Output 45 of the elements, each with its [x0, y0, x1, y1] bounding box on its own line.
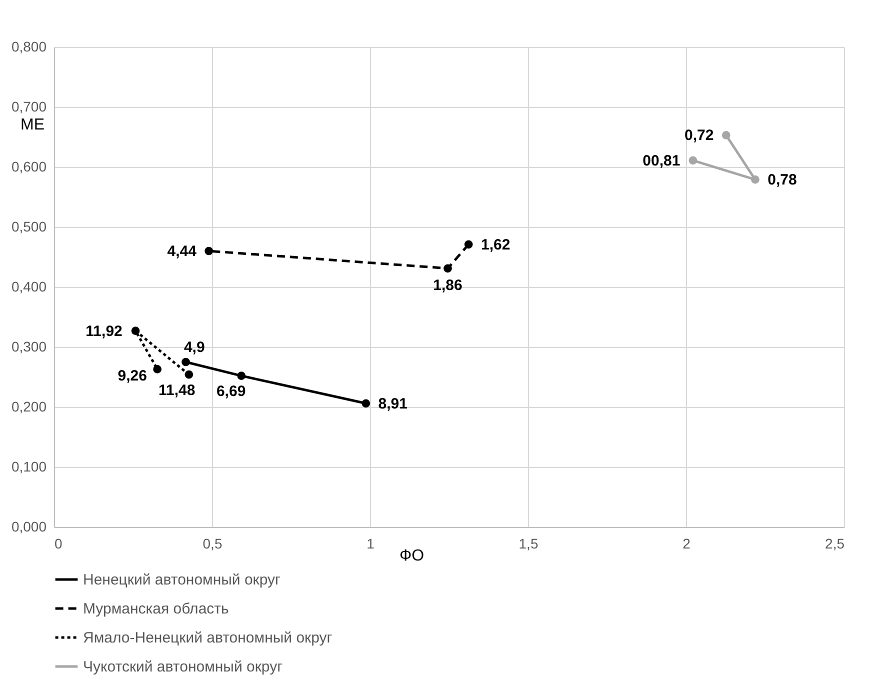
point: [362, 399, 370, 408]
x-tick-label: 0,5: [202, 536, 222, 552]
annotation: 11,48: [158, 382, 196, 399]
annotation: 9,26: [118, 368, 147, 385]
annotation: 0,78: [768, 172, 797, 189]
y-tick-label: 0,100: [11, 458, 47, 474]
x-tick-label: 0: [54, 536, 62, 552]
annotation: 6,69: [216, 383, 246, 400]
point: [237, 372, 246, 380]
annotation: 0,72: [684, 127, 714, 144]
legend-label: Ямало-Ненецкий автономный округ: [83, 630, 333, 646]
y-tick-label: 0,500: [11, 218, 47, 234]
legend-label: Мурманская область: [83, 600, 230, 618]
annotation: 4,9: [184, 338, 205, 356]
y-tick-label: 0,700: [11, 98, 47, 114]
annotation: 00,81: [642, 152, 680, 170]
x-axis-title: ФО: [400, 548, 424, 564]
annotation: 8,91: [378, 395, 408, 412]
point: [182, 358, 190, 366]
point: [688, 156, 698, 165]
point: [204, 246, 214, 256]
point: [722, 131, 730, 140]
legend-label: Чукотский автономный округ: [83, 658, 284, 676]
point: [184, 370, 194, 379]
point: [751, 175, 760, 184]
y-tick-label: 0,200: [11, 398, 47, 414]
point: [464, 240, 473, 249]
legend-label: Ненецкий автономный округ: [83, 572, 282, 588]
annotation: 1,62: [480, 236, 510, 254]
x-tick-label: 1: [366, 536, 375, 552]
y-tick-label: 0,600: [11, 158, 47, 174]
annotation: 4,44: [167, 243, 198, 260]
y-tick-label: 0,800: [11, 38, 47, 54]
x-tick-label: 2,5: [825, 536, 845, 552]
annotation: 11,92: [86, 322, 122, 340]
y-tick-label: 0,300: [11, 338, 47, 354]
point: [153, 365, 162, 374]
y-tick-label: 0,000: [11, 518, 47, 534]
point: [131, 326, 140, 335]
x-tick-label: 1,5: [518, 536, 538, 552]
y-axis-title: МЕ: [20, 116, 44, 134]
point: [444, 264, 452, 273]
x-tick-label: 2: [682, 536, 691, 552]
y-tick-label: 0,400: [11, 278, 47, 294]
annotation: 1,86: [433, 276, 462, 294]
